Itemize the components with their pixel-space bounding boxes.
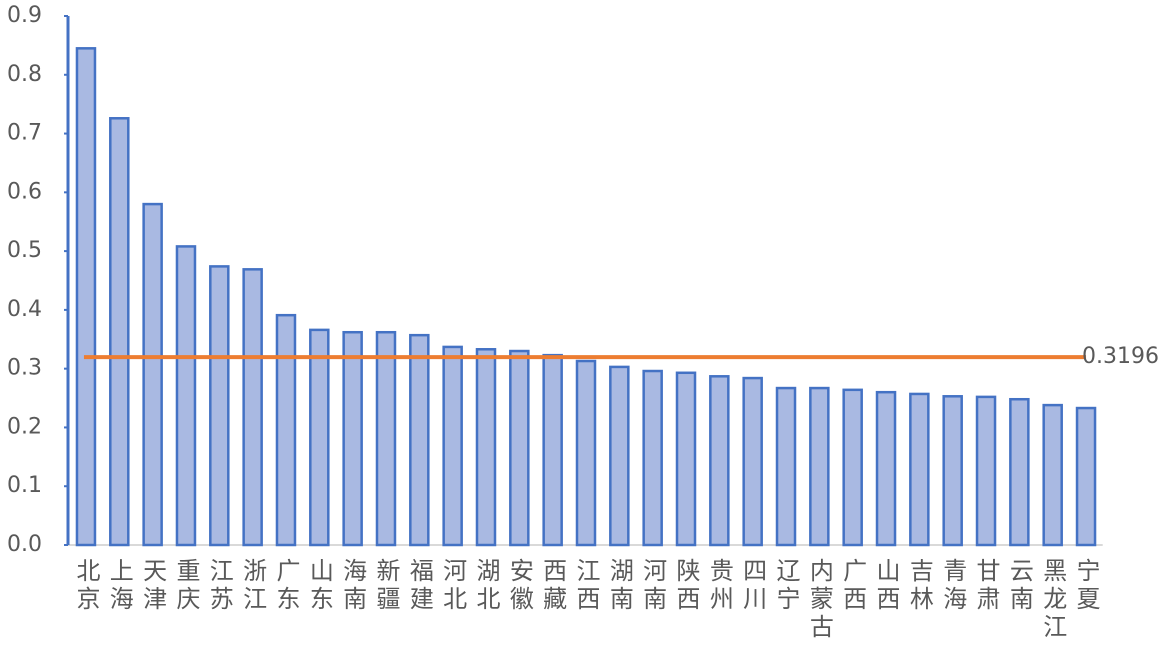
bar	[975, 395, 997, 547]
x-tick-label: 天津	[139, 558, 167, 614]
x-tick-label: 甘肃	[972, 558, 1000, 614]
bar	[175, 245, 197, 547]
bar	[842, 388, 863, 547]
bar	[409, 333, 430, 547]
x-tick-label: 吉林	[905, 558, 933, 614]
x-tick-label: 辽宁	[772, 558, 800, 614]
x-tick-label: 浙江	[239, 558, 267, 614]
bar	[1075, 406, 1097, 547]
x-tick-label: 四川	[739, 558, 767, 614]
x-tick-label: 青海	[939, 558, 967, 614]
bar	[209, 265, 230, 547]
bar	[1042, 403, 1063, 547]
bar	[775, 386, 797, 547]
y-tick-label: 0.8	[7, 62, 42, 87]
x-tick-label: 宁夏	[1072, 558, 1100, 614]
x-tick-label: 河北	[439, 558, 467, 614]
reference-label: 0.3196	[1082, 344, 1159, 369]
x-tick-label: 新疆	[372, 558, 400, 614]
y-tick-label: 0.2	[7, 414, 42, 439]
y-tick-label: 0.4	[7, 297, 42, 322]
x-tick-label: 内蒙古	[805, 558, 833, 642]
bar	[609, 365, 630, 547]
bar	[1009, 397, 1030, 547]
bar	[675, 371, 697, 547]
x-tick-label: 黑龙江	[1039, 558, 1067, 642]
bar	[75, 47, 97, 547]
bar	[875, 390, 897, 547]
x-tick-label: 广东	[272, 558, 300, 614]
bar	[309, 328, 330, 547]
bar	[909, 392, 930, 547]
bar	[242, 268, 263, 547]
x-tick-label: 云南	[1005, 558, 1033, 614]
bar	[509, 349, 530, 547]
bar	[275, 313, 297, 547]
bar	[575, 359, 597, 547]
y-tick-label: 0.6	[7, 179, 42, 204]
bar	[342, 330, 363, 547]
x-tick-label: 广西	[839, 558, 867, 614]
x-tick-label: 海南	[339, 558, 367, 614]
x-tick-label: 湖北	[472, 558, 500, 614]
x-tick-label: 湖南	[605, 558, 633, 614]
y-tick-label: 0.3	[7, 356, 42, 381]
x-tick-label: 上海	[105, 558, 133, 614]
y-tick-label: 0.9	[7, 3, 42, 28]
bar	[109, 117, 130, 547]
x-tick-label: 贵州	[705, 558, 733, 614]
bar	[709, 375, 730, 547]
x-tick-label: 江苏	[205, 558, 233, 614]
x-tick-label: 陕西	[672, 558, 700, 614]
bar	[142, 202, 163, 547]
bar	[642, 369, 663, 547]
y-tick-label: 0.7	[7, 121, 42, 146]
x-tick-label: 河南	[639, 558, 667, 614]
bar	[809, 386, 830, 547]
y-tick-label: 0.1	[7, 473, 42, 498]
bar	[442, 345, 463, 547]
bar	[542, 353, 563, 547]
bar	[742, 376, 763, 547]
x-tick-label: 福建	[405, 558, 433, 614]
y-tick-label: 0.5	[7, 238, 42, 263]
x-tick-label: 江西	[572, 558, 600, 614]
bar	[475, 348, 497, 547]
x-tick-label: 安徽	[505, 558, 533, 614]
bar	[942, 395, 963, 547]
x-tick-label: 北京	[72, 558, 100, 614]
x-tick-label: 山东	[305, 558, 333, 614]
y-tick-label: 0.0	[7, 532, 42, 557]
x-tick-label: 重庆	[172, 558, 200, 614]
x-tick-label: 西藏	[539, 558, 567, 614]
x-tick-label: 山西	[872, 558, 900, 614]
bar	[375, 330, 397, 547]
